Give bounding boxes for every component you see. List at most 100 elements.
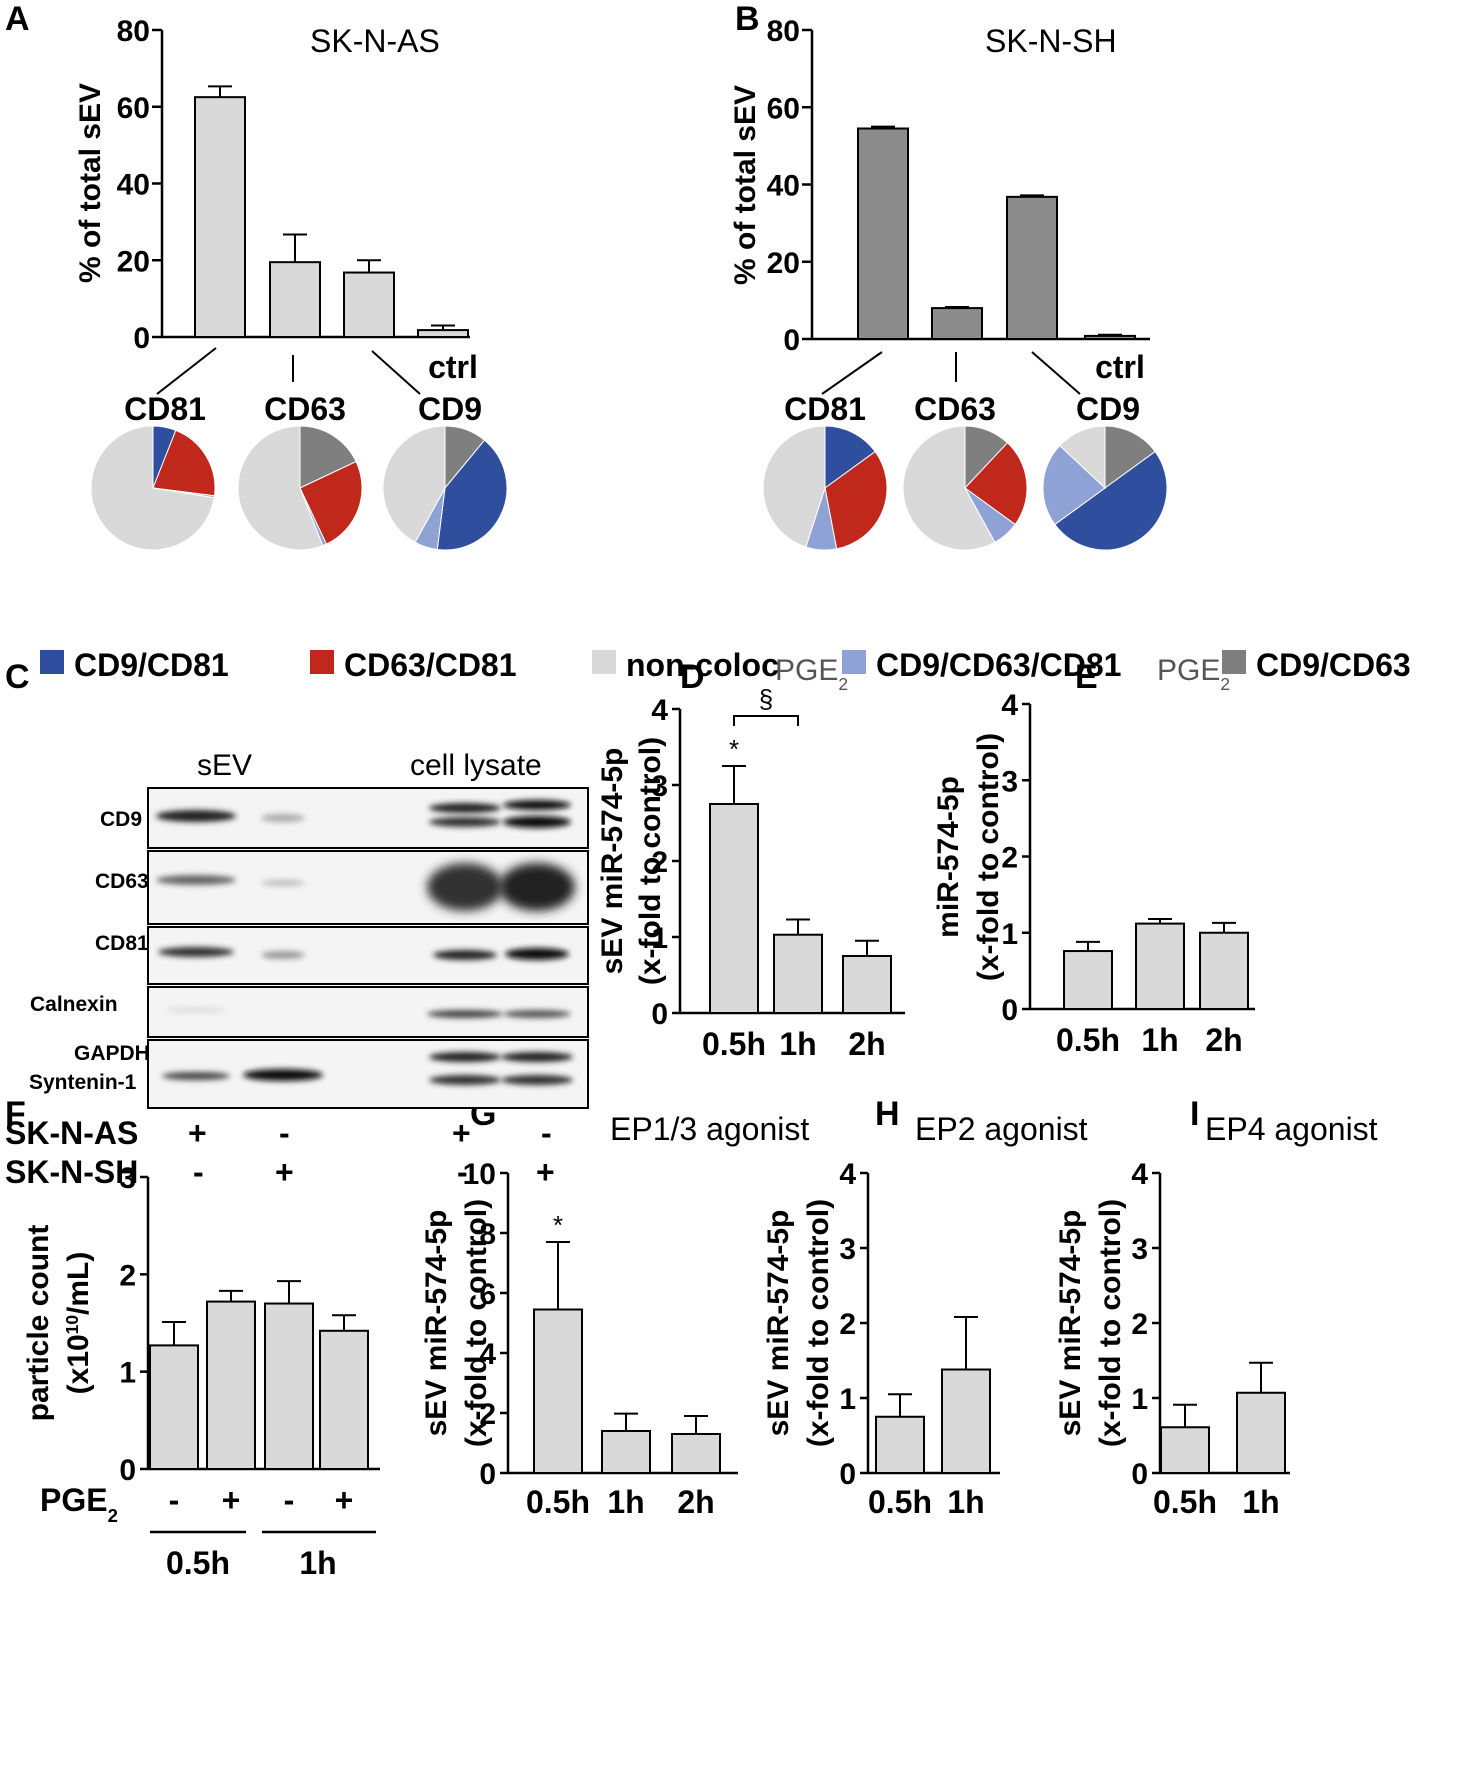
panel-label-A: A	[5, 0, 30, 38]
y-tick-label: 80	[117, 15, 150, 48]
y-axis-label: sEV miR-574-5p	[1054, 1210, 1087, 1437]
bar	[1006, 195, 1058, 340]
bar	[1236, 1391, 1286, 1474]
panel-label-C: C	[5, 658, 30, 696]
y-tick-label: 2	[1131, 1308, 1148, 1341]
category-label: 1h	[779, 1026, 816, 1062]
bar	[1063, 950, 1113, 1010]
y-tick-label: 0	[1001, 994, 1018, 1027]
wb-sign: -	[541, 1115, 552, 1151]
legend-swatch-cd9-cd81	[40, 650, 64, 674]
y-tick-label: 0	[839, 1458, 856, 1491]
y-tick-label: 40	[767, 170, 800, 203]
band	[166, 1007, 226, 1013]
y-axis-label: (x-fold to control)	[972, 733, 1005, 981]
y-axis-label: sEV miR-574-5p	[596, 748, 629, 975]
y-tick-label: 8	[479, 1218, 496, 1251]
legend-swatch-cd9-cd63	[1222, 650, 1246, 674]
y-tick-label: 60	[767, 92, 800, 125]
significance-bracket	[733, 715, 799, 726]
chart-panel-i: 0 1 2 3 4 sEV miR-574-5p (x-fold to control) EP…	[1054, 1111, 1378, 1520]
band	[261, 814, 305, 822]
y-tick-label: 1	[839, 1383, 856, 1416]
pie-label: CD81	[124, 391, 206, 427]
wb-sign: -	[193, 1154, 204, 1190]
wb-sign: +	[452, 1115, 471, 1151]
band	[503, 816, 571, 828]
y-axis-label: (x-fold to control)	[460, 1199, 493, 1447]
y-tick-label: 0	[783, 324, 800, 357]
category-label: 2h	[677, 1484, 714, 1520]
legend-swatch-cd9-cd63-cd81	[842, 650, 866, 674]
pie-label: CD63	[264, 391, 346, 427]
pie-slice	[824, 450, 888, 550]
panel-label-E: E	[1075, 658, 1098, 696]
bar	[319, 1329, 369, 1470]
panel-label-B: B	[735, 0, 760, 38]
y-tick-label: 10	[463, 1158, 496, 1191]
legend-label-cd63-cd81: CD63/CD81	[344, 647, 517, 683]
bar	[601, 1430, 651, 1474]
y-tick-label: 6	[479, 1278, 496, 1311]
pie-slice	[824, 425, 876, 489]
pie-chart	[237, 425, 363, 551]
wb-row-label-sk-n-as: SK-N-AS	[5, 1115, 138, 1151]
pie-slice	[1054, 450, 1168, 551]
band	[261, 951, 305, 959]
pie-slice	[902, 425, 996, 551]
band	[505, 948, 569, 960]
x-axis-label: PGE2	[40, 1482, 118, 1526]
chart-title: PGE2	[1157, 654, 1230, 694]
band	[243, 1069, 323, 1081]
bar	[857, 127, 909, 340]
wb-band-label-cd63: CD63	[95, 870, 149, 893]
y-tick-label: 0	[133, 322, 150, 355]
bar	[1160, 1426, 1210, 1474]
y-axis-label: (x-fold to control)	[802, 1199, 835, 1447]
y-axis-label: sEV miR-574-5p	[762, 1210, 795, 1437]
group-label: 1h	[299, 1545, 336, 1581]
band	[503, 1010, 571, 1018]
pie-slice	[90, 425, 215, 551]
category-label: 0.5h	[868, 1484, 932, 1520]
category-label: ctrl	[1095, 349, 1145, 385]
bar	[709, 803, 759, 1014]
wb-sign: +	[536, 1154, 555, 1190]
y-tick-label: 4	[1001, 689, 1018, 722]
chart-title: PGE2	[775, 654, 848, 694]
bar	[533, 1308, 583, 1474]
y-tick-label: 60	[117, 92, 150, 125]
category-label: 0.5h	[1153, 1484, 1217, 1520]
wb-sign: -	[279, 1115, 290, 1151]
bar	[149, 1344, 199, 1471]
bar	[1135, 922, 1185, 1010]
pie-label: CD81	[784, 391, 866, 427]
wb-bands	[156, 800, 575, 1085]
y-tick-label: 40	[117, 169, 150, 202]
chart-title: EP1/3 agonist	[610, 1111, 809, 1147]
category-label: -	[169, 1482, 180, 1518]
band	[158, 947, 234, 957]
y-tick-label: 80	[767, 15, 800, 48]
y-tick-label: 0	[1131, 1458, 1148, 1491]
band	[501, 1075, 573, 1085]
bar	[931, 307, 983, 341]
wb-header-cell-lysate: cell lysate	[410, 749, 542, 782]
bar	[773, 933, 823, 1014]
wb-band-label-calnexin: Calnexin	[30, 993, 118, 1016]
category-label: 1h	[607, 1484, 644, 1520]
chart-title: EP4 agonist	[1205, 1111, 1378, 1147]
band	[162, 1072, 230, 1080]
band	[499, 863, 575, 911]
bar	[1199, 931, 1249, 1010]
legend-label-non-coloc: non-coloc	[626, 647, 779, 683]
pie-slice	[762, 425, 826, 548]
category-label: 1h	[1242, 1484, 1279, 1520]
wb-band-label-gapdh: GAPDH	[74, 1042, 150, 1065]
bar	[941, 1368, 991, 1474]
panel-label-D: D	[680, 658, 705, 696]
band	[433, 950, 497, 960]
